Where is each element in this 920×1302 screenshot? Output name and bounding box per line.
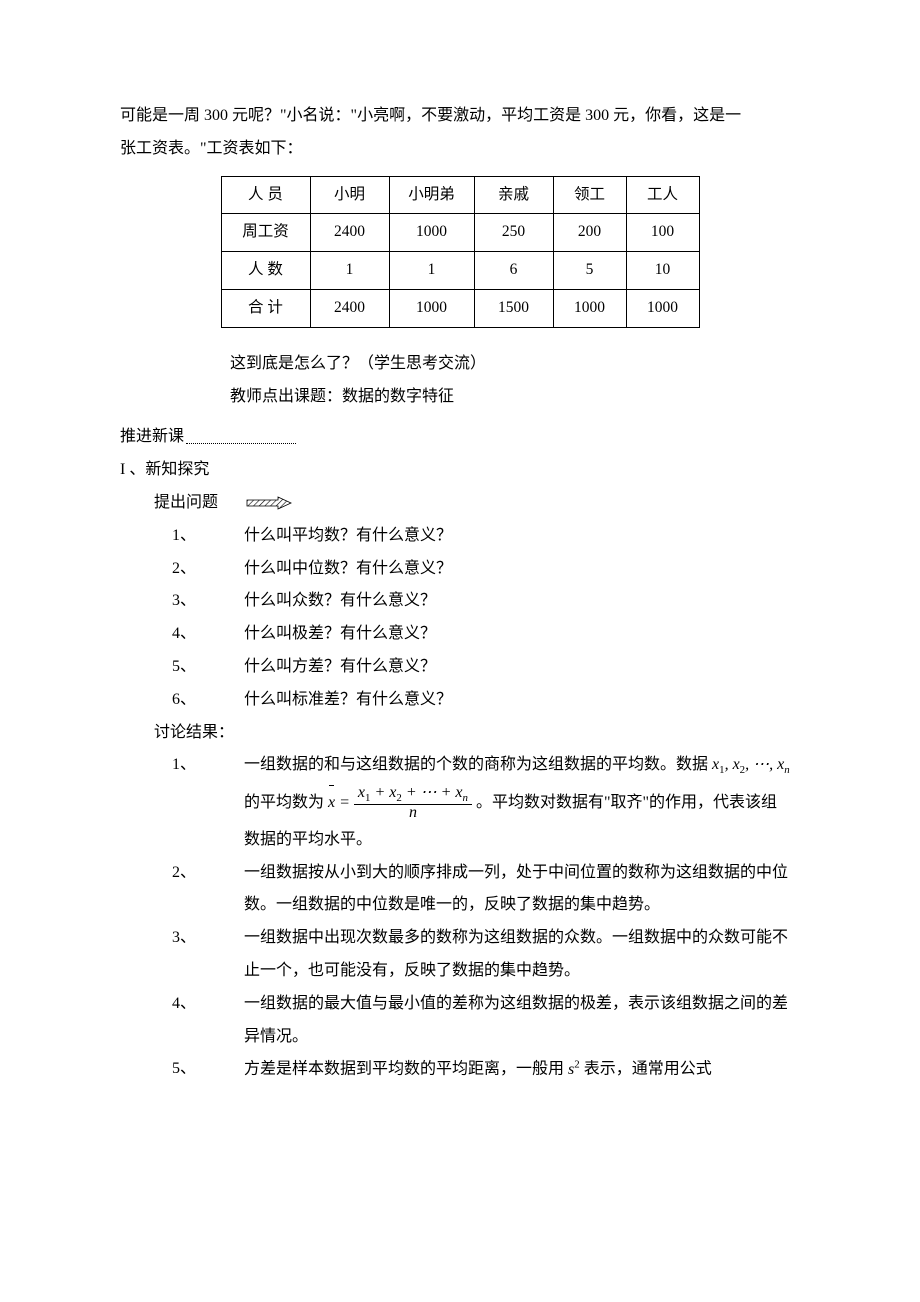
table-cell: 人 员 [221, 176, 310, 214]
table-cell: 亲戚 [474, 176, 553, 214]
answer-continuation: 的平均数为 x = x1 + x2 + ⋯ + xnn 。平均数对数据有"取齐"… [120, 782, 800, 824]
table-cell: 合 计 [221, 289, 310, 327]
answer-text-fragment: 一组数据的和与这组数据的个数的商称为这组数据的平均数。数据 [244, 756, 712, 773]
question-text: 什么叫平均数？有什么意义？ [244, 520, 452, 553]
question-item: 1、 什么叫平均数？有什么意义？ [120, 520, 800, 553]
salary-table: 人 员 小明 小明弟 亲戚 领工 工人 周工资 2400 1000 250 20… [221, 176, 700, 328]
section-push-label: 推进新课 [120, 421, 296, 454]
answer-continuation: 数。一组数据的中位数是唯一的，反映了数据的集中趋势。 [120, 889, 800, 922]
answer-continuation: 数据的平均水平。 [120, 824, 800, 857]
question-item: 6、 什么叫标准差？有什么意义？ [120, 684, 800, 717]
question-text: 什么叫中位数？有什么意义？ [244, 553, 452, 586]
answer-continuation: 止一个，也可能没有，反映了数据的集中趋势。 [120, 955, 800, 988]
table-cell: 250 [474, 214, 553, 252]
center-topic: 教师点出课题：数据的数字特征 [230, 381, 800, 414]
table-cell: 1500 [474, 289, 553, 327]
table-cell: 5 [553, 252, 626, 290]
answer-text: 方差是样本数据到平均数的平均距离，一般用 s2 表示，通常用公式 [244, 1053, 800, 1086]
answer-text: 一组数据的最大值与最小值的差称为这组数据的极差，表示该组数据之间的差 [244, 988, 800, 1021]
question-text: 什么叫标准差？有什么意义？ [244, 684, 452, 717]
table-cell: 周工资 [221, 214, 310, 252]
intro-line-2: 张工资表。"工资表如下： [120, 140, 303, 157]
center-block: 这到底是怎么了？（学生思考交流） 教师点出课题：数据的数字特征 [230, 348, 800, 414]
answer-number: 1、 [172, 749, 244, 782]
answer-item: 4、 一组数据的最大值与最小值的差称为这组数据的极差，表示该组数据之间的差 [120, 988, 800, 1021]
answer-number: 4、 [172, 988, 244, 1021]
answer-text-fragment: 表示，通常用公式 [580, 1061, 712, 1078]
question-number: 4、 [172, 618, 244, 651]
table-cell: 200 [553, 214, 626, 252]
answer-text: 止一个，也可能没有，反映了数据的集中趋势。 [244, 955, 800, 988]
table-cell: 2400 [310, 289, 389, 327]
propose-question-line: 提出问题 [120, 487, 800, 520]
table-cell: 小明弟 [389, 176, 474, 214]
answer-text: 的平均数为 x = x1 + x2 + ⋯ + xnn 。平均数对数据有"取齐"… [244, 782, 800, 824]
answer-text-fragment: 的平均数为 [244, 794, 328, 811]
section-1-title: I 、新知探究 [120, 454, 800, 487]
question-text: 什么叫方差？有什么意义？ [244, 651, 436, 684]
table-cell: 领工 [553, 176, 626, 214]
question-text: 什么叫极差？有什么意义？ [244, 618, 436, 651]
table-cell: 1 [310, 252, 389, 290]
table-cell: 2400 [310, 214, 389, 252]
table-cell: 6 [474, 252, 553, 290]
question-number: 1、 [172, 520, 244, 553]
answer-number: 3、 [172, 922, 244, 955]
answer-continuation: 异情况。 [120, 1021, 800, 1054]
section-push-header: 推进新课 [120, 421, 800, 454]
answer-number: 5、 [172, 1053, 244, 1086]
answer-item: 2、 一组数据按从小到大的顺序排成一列，处于中间位置的数称为这组数据的中位 [120, 857, 800, 890]
question-item: 5、 什么叫方差？有什么意义？ [120, 651, 800, 684]
answer-text: 数据的平均水平。 [244, 824, 800, 857]
discuss-label: 讨论结果： [120, 717, 800, 750]
question-text: 什么叫众数？有什么意义？ [244, 585, 436, 618]
table-row: 人 员 小明 小明弟 亲戚 领工 工人 [221, 176, 699, 214]
answer-text: 异情况。 [244, 1021, 800, 1054]
math-formula: x = x1 + x2 + ⋯ + xnn [328, 794, 472, 811]
table-cell: 工人 [626, 176, 699, 214]
question-number: 5、 [172, 651, 244, 684]
question-number: 3、 [172, 585, 244, 618]
table-cell: 1000 [389, 289, 474, 327]
math-formula: x1, x2, ⋯, xn [712, 756, 790, 773]
arrow-icon [246, 496, 292, 510]
answer-text: 数。一组数据的中位数是唯一的，反映了数据的集中趋势。 [244, 889, 800, 922]
answer-item: 3、 一组数据中出现次数最多的数称为这组数据的众数。一组数据中的众数可能不 [120, 922, 800, 955]
table-cell: 人 数 [221, 252, 310, 290]
table-cell: 小明 [310, 176, 389, 214]
table-row: 人 数 1 1 6 5 10 [221, 252, 699, 290]
answer-number: 2、 [172, 857, 244, 890]
answer-text: 一组数据按从小到大的顺序排成一列，处于中间位置的数称为这组数据的中位 [244, 857, 800, 890]
math-formula: s2 [568, 1061, 580, 1078]
answer-item: 5、 方差是样本数据到平均数的平均距离，一般用 s2 表示，通常用公式 [120, 1053, 800, 1086]
question-item: 2、 什么叫中位数？有什么意义？ [120, 553, 800, 586]
table-row: 合 计 2400 1000 1500 1000 1000 [221, 289, 699, 327]
intro-line-1: 可能是一周 300 元呢？"小名说："小亮啊，不要激动，平均工资是 300 元，… [120, 107, 741, 124]
table-cell: 1000 [553, 289, 626, 327]
question-number: 2、 [172, 553, 244, 586]
table-cell: 100 [626, 214, 699, 252]
question-item: 4、 什么叫极差？有什么意义？ [120, 618, 800, 651]
table-cell: 10 [626, 252, 699, 290]
intro-paragraph: 可能是一周 300 元呢？"小名说："小亮啊，不要激动，平均工资是 300 元，… [120, 100, 800, 166]
document-page: 可能是一周 300 元呢？"小名说："小亮啊，不要激动，平均工资是 300 元，… [0, 0, 920, 1302]
answer-item: 1、 一组数据的和与这组数据的个数的商称为这组数据的平均数。数据 x1, x2,… [120, 749, 800, 782]
table-cell: 1000 [389, 214, 474, 252]
table-cell: 1 [389, 252, 474, 290]
question-number: 6、 [172, 684, 244, 717]
table-cell: 1000 [626, 289, 699, 327]
table-row: 周工资 2400 1000 250 200 100 [221, 214, 699, 252]
answer-text: 一组数据的和与这组数据的个数的商称为这组数据的平均数。数据 x1, x2, ⋯,… [244, 749, 800, 782]
center-question: 这到底是怎么了？（学生思考交流） [230, 348, 800, 381]
answer-text-fragment: 。平均数对数据有"取齐"的作用，代表该组 [472, 794, 777, 811]
answer-text-fragment: 方差是样本数据到平均数的平均距离，一般用 [244, 1061, 568, 1078]
question-item: 3、 什么叫众数？有什么意义？ [120, 585, 800, 618]
answer-text: 一组数据中出现次数最多的数称为这组数据的众数。一组数据中的众数可能不 [244, 922, 800, 955]
propose-question-label: 提出问题 [154, 487, 218, 520]
